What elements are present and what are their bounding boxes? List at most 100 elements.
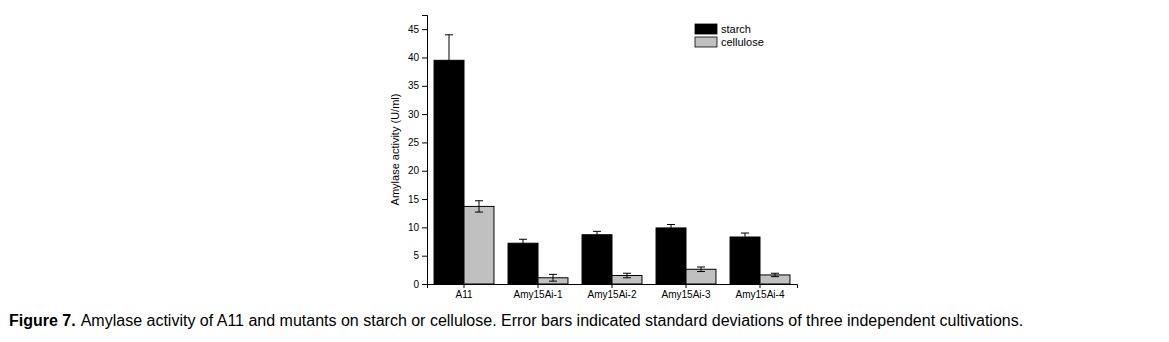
tick: 25 <box>408 137 427 148</box>
error-line <box>774 273 775 276</box>
tick: Amy15Ai-4 <box>736 284 785 300</box>
tick-mark <box>422 199 427 200</box>
bar <box>730 237 760 284</box>
legend-item: starch <box>695 23 751 35</box>
error-cap <box>623 273 631 274</box>
caption-text: Amylase activity of A11 and mutants on s… <box>81 312 1023 329</box>
tick-mark <box>422 227 427 228</box>
error-cap <box>549 281 557 282</box>
error-cap <box>475 212 483 213</box>
tick-mark <box>422 86 427 87</box>
error-cap <box>593 238 601 239</box>
tick-mark <box>422 57 427 58</box>
error-cap <box>667 231 675 232</box>
chart: 051015202530354045A11Amy15Ai-1Amy15Ai-2A… <box>0 0 1169 342</box>
error-bar <box>519 239 527 247</box>
tick-mark <box>464 284 465 288</box>
error-cap <box>549 274 557 275</box>
x-axis: A11 Amy15Ai-1 Amy15Ai-2 Amy15Ai-3 Amy15Ai-4 <box>428 284 798 300</box>
legend-label: cellulose <box>721 36 764 48</box>
error-bar <box>549 274 557 281</box>
error-cap <box>771 273 779 274</box>
error-cap <box>771 276 779 277</box>
error-line <box>700 267 701 272</box>
bar <box>760 275 790 284</box>
tick-mark <box>422 256 427 257</box>
tick-label: 35 <box>408 80 420 91</box>
error-bar <box>623 273 631 278</box>
tick-mark <box>422 142 427 143</box>
error-cap <box>741 240 749 241</box>
tick-label: 45 <box>408 24 420 35</box>
error-cap <box>697 271 705 272</box>
legend: starchcellulose <box>695 23 764 48</box>
tick-label: Amy15Ai-3 <box>662 289 711 300</box>
tick: A11 <box>455 284 472 300</box>
axis-line <box>422 16 428 285</box>
plot: 051015202530354045A11Amy15Ai-1Amy15Ai-2A… <box>408 16 798 301</box>
error-cap <box>741 233 749 234</box>
error-bar <box>667 225 675 232</box>
caption-label: Figure 7. <box>9 312 76 329</box>
error-cap <box>697 267 705 268</box>
tick-label: Amy15Ai-1 <box>514 289 563 300</box>
tick-label: Amy15Ai-2 <box>588 289 637 300</box>
tick-mark <box>422 114 427 115</box>
tick-label: 0 <box>413 279 419 290</box>
error-cap <box>519 239 527 240</box>
error-cap <box>667 224 675 225</box>
tick: Amy15Ai-2 <box>588 284 637 300</box>
error-bar <box>741 233 749 241</box>
error-cap <box>445 85 453 86</box>
tick: Amy15Ai-3 <box>662 284 711 300</box>
tick-mark <box>422 29 427 30</box>
error-line <box>523 239 524 247</box>
axis-title: Amylase activity (U/ml) <box>389 94 401 206</box>
tick-label: 40 <box>408 52 420 63</box>
tick-mark <box>760 284 761 288</box>
error-cap <box>475 200 483 201</box>
error-cap <box>593 231 601 232</box>
error-line <box>552 274 553 281</box>
tick-mark <box>422 171 427 172</box>
caption: Figure 7. Amylase activity of A11 and mut… <box>9 312 1023 329</box>
tick-label: 20 <box>408 165 420 176</box>
error-cap <box>623 277 631 278</box>
tick-label: 10 <box>408 222 420 233</box>
tick-mark <box>612 284 613 288</box>
legend-label: starch <box>721 23 751 35</box>
error-line <box>626 273 627 278</box>
tick-label: A11 <box>455 289 472 300</box>
tick-label: 30 <box>408 109 420 120</box>
tick: 30 <box>408 109 427 120</box>
bar <box>582 235 612 284</box>
bar <box>686 269 716 284</box>
error-line <box>597 231 598 238</box>
legend-swatch <box>695 24 717 34</box>
bar <box>656 228 686 284</box>
error-bar <box>697 267 705 272</box>
series <box>434 35 760 284</box>
tick: 15 <box>408 194 427 205</box>
error-bar <box>593 231 601 238</box>
bars <box>434 35 790 284</box>
legend-item: cellulose <box>695 36 764 48</box>
series <box>464 201 790 284</box>
bar <box>434 60 464 284</box>
error-line <box>449 35 450 86</box>
tick: Amy15Ai-1 <box>514 284 563 300</box>
bar <box>508 243 538 284</box>
tick: 20 <box>408 165 427 176</box>
tick: 35 <box>408 80 427 91</box>
tick: 0 <box>413 279 427 290</box>
bar <box>464 206 494 284</box>
tick: 45 <box>408 24 427 35</box>
error-bar <box>771 273 779 276</box>
y-axis: 0 5 10 15 20 25 30 35 40 45 <box>408 16 428 290</box>
error-line <box>745 233 746 241</box>
tick-label: 5 <box>413 250 419 261</box>
tick-label: 15 <box>408 194 420 205</box>
error-bar <box>445 35 453 86</box>
error-line <box>478 201 479 212</box>
tick-mark <box>422 284 427 285</box>
